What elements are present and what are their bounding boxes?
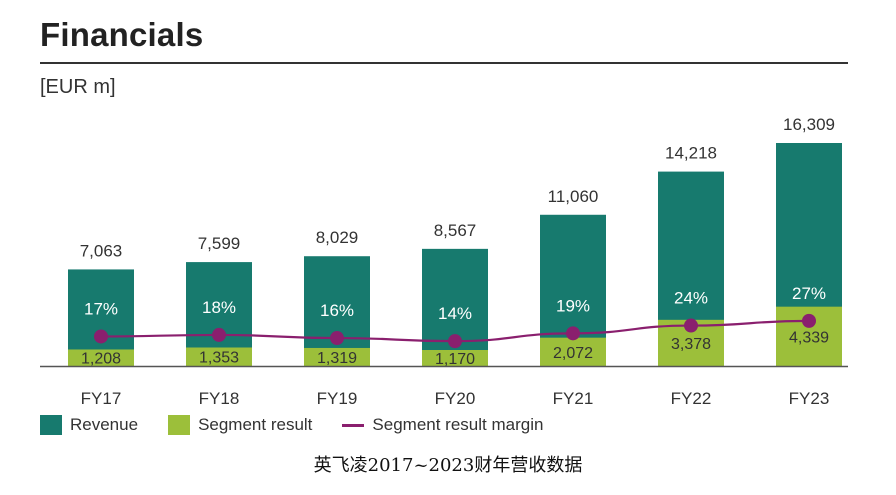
revenue-value-label: 14,218 [665,144,717,163]
image-caption: 英飞凌2017~2023财年营收数据 [313,455,583,476]
segment-result-bar [422,350,488,366]
legend-label-margin: Segment result margin [372,415,544,434]
segment-result-bar [540,337,606,366]
x-tick-label: FY22 [671,389,712,408]
margin-point [684,318,698,333]
chart-legend: Revenue Segment result Segment result ma… [40,412,573,438]
segment-result-value-label: 4,339 [789,329,829,346]
revenue-bar [304,256,370,366]
segment-result-bar [68,349,134,366]
segment-result-value-label: 1,319 [317,350,357,367]
revenue-swatch [40,415,62,435]
segment-result-value-label: 1,208 [81,351,121,368]
legend-item-margin: Segment result margin [342,415,543,435]
margin-value-label: 24% [674,289,708,308]
revenue-value-label: 7,599 [198,234,241,253]
revenue-value-label: 11,060 [548,187,599,206]
segment-result-bar [186,347,252,366]
legend-item-segment-result: Segment result [168,415,312,435]
margin-point [566,326,580,341]
revenue-value-label: 8,567 [434,221,477,240]
x-tick-label: FY23 [789,389,830,408]
margin-line-swatch [342,423,365,427]
revenue-value-label: 8,029 [316,228,359,247]
legend-label-segment-result: Segment result [198,415,313,434]
x-tick-label: FY17 [81,389,122,408]
chart-title: Financials [40,16,204,53]
x-tick-label: FY21 [553,389,594,408]
margin-value-label: 18% [202,298,236,317]
legend-label-revenue: Revenue [70,415,139,434]
segment-result-value-label: 2,072 [553,345,593,362]
margin-value-label: 27% [792,284,826,303]
x-tick-label: FY20 [435,389,476,408]
margin-point [330,331,344,346]
margin-point [212,327,226,342]
margin-value-label: 14% [438,304,472,323]
margin-point [802,313,816,328]
margin-value-label: 16% [320,301,354,320]
segment-result-value-label: 1,353 [199,350,239,367]
segment-result-swatch [168,415,191,435]
revenue-value-label: 16,309 [783,115,835,134]
segment-result-bar [304,347,370,366]
unit-label: [EUR m] [40,76,116,98]
margin-value-label: 17% [84,299,118,318]
legend-item-revenue: Revenue [40,415,138,435]
title-divider [40,62,848,64]
margin-point [94,329,108,344]
margin-point [448,334,462,349]
segment-result-value-label: 1,170 [435,351,475,368]
segment-result-value-label: 3,378 [671,336,711,353]
margin-value-label: 19% [556,296,590,315]
x-tick-label: FY18 [199,389,240,408]
revenue-value-label: 7,063 [80,241,123,260]
x-tick-label: FY19 [317,389,358,408]
